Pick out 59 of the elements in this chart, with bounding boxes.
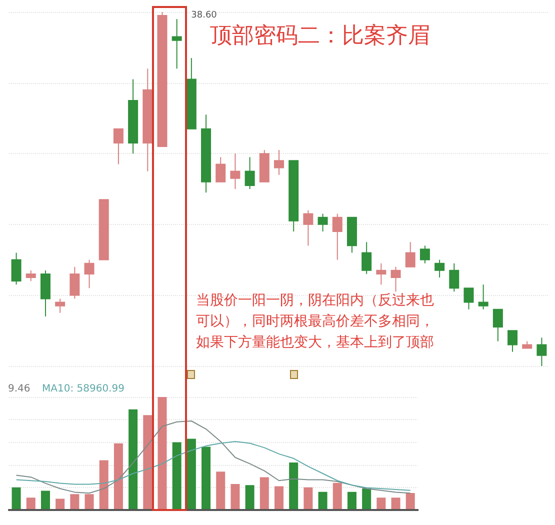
candlestick	[84, 259, 94, 289]
candlestick	[376, 262, 386, 286]
bar	[332, 482, 342, 510]
bar	[245, 485, 254, 510]
bar	[202, 446, 211, 510]
bar	[128, 409, 138, 510]
candlestick	[390, 266, 401, 292]
bar	[318, 492, 328, 510]
text: 顶部密码二：比案齐眉	[210, 24, 430, 48]
candlestick	[172, 18, 182, 70]
bar	[391, 498, 400, 510]
candlestick	[303, 210, 314, 246]
bar	[114, 443, 123, 510]
bar	[186, 438, 196, 510]
candlestick	[536, 337, 547, 366]
bar	[347, 492, 356, 510]
candlestick	[113, 128, 124, 165]
bar	[362, 488, 372, 510]
candlestick	[332, 213, 342, 260]
candlestick	[274, 150, 284, 176]
bar	[216, 472, 226, 510]
bar	[70, 494, 80, 510]
bar	[172, 442, 182, 510]
candlestick	[26, 270, 36, 282]
bar	[56, 498, 65, 510]
bar	[158, 397, 167, 510]
bar	[376, 498, 386, 510]
bar	[143, 415, 152, 510]
candlestick	[464, 288, 474, 310]
bar	[289, 462, 298, 510]
candlestick	[216, 156, 226, 182]
bar	[274, 486, 284, 510]
candlestick	[449, 262, 460, 292]
candlestick	[508, 330, 518, 352]
bar	[406, 493, 415, 510]
text: 9.46	[8, 384, 30, 394]
annotation: 38.60	[191, 10, 218, 20]
text: MA10: 58960.99	[42, 384, 124, 394]
candlestick	[405, 242, 416, 268]
bar	[84, 494, 94, 510]
candlestick	[420, 245, 430, 264]
bar	[40, 490, 50, 510]
bar	[26, 498, 36, 510]
candlestick	[362, 242, 372, 274]
candlestick	[70, 266, 80, 300]
bar	[304, 487, 313, 510]
bar	[12, 487, 21, 510]
candlestick	[478, 284, 488, 310]
candlestick	[11, 252, 22, 286]
bar	[230, 484, 240, 510]
candlestick	[434, 259, 445, 278]
candlestick	[244, 156, 255, 190]
candlestick	[55, 298, 66, 314]
annotation: 当股价一阳一阴，阴在阳内（反过来也可以），同时两根最高价差不多相同，如果下方量能也变大，基本上到了顶部	[196, 292, 434, 350]
candlestick	[318, 213, 328, 232]
bar	[99, 460, 108, 510]
bar	[260, 477, 269, 510]
candlestick	[492, 308, 503, 342]
candlestick	[230, 153, 240, 190]
